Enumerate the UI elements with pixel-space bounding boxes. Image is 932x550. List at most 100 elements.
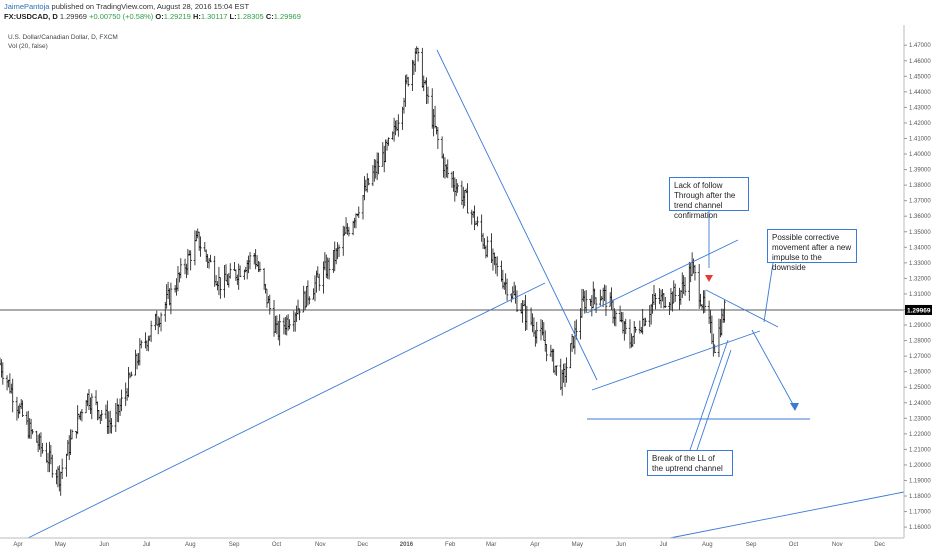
y-tick-label: 1.45000 [909,74,931,80]
ohlc-bar [703,290,707,313]
y-tick-label: 1.37000 [909,199,931,205]
ohlc-bar [559,358,563,391]
ohlc-bar [584,290,588,313]
ohlc-bar [341,225,345,256]
ohlc-bar [397,114,400,137]
ohlc-bar [689,262,693,283]
ohlc-bar [452,171,455,192]
ohlc-bar [323,252,327,271]
ohlc-bar [346,223,349,235]
ohlc-bar [440,136,444,159]
ohlc-bar [49,444,53,465]
x-tick-label: Dec [874,542,885,548]
annotation-break-pointer-b [696,349,732,451]
ohlc-bar [462,186,465,209]
ohlc-bar [573,320,577,355]
x-tick-label: Jun [99,542,109,548]
ohlc-bar [673,283,677,302]
ohlc-bar [332,250,335,273]
y-tick-label: 1.33000 [909,261,931,267]
ohlc-bar [8,373,12,394]
x-tick-label: May [572,542,583,548]
ohlc-bar [178,272,181,283]
ohlc-bar [125,388,129,401]
high-label: H: [192,11,201,21]
ohlc-bar [531,313,534,333]
ohlc-bar [610,287,613,311]
x-tick-label: Dec [357,542,368,548]
ohlc-bar [473,205,476,231]
ohlc-bar [502,281,506,290]
ohlc-bar [504,273,507,295]
y-tick-label: 1.43000 [909,105,931,111]
ohlc-bar [425,77,428,105]
x-tick-label: Oct [789,542,799,548]
ohlc-bar [217,267,221,296]
ohlc-bar [165,284,168,309]
ohlc-bar [336,242,339,260]
ohlc-bar [422,75,426,92]
author-link[interactable]: JaimePantoja [4,2,50,11]
ohlc-bar [155,310,159,326]
ohlc-bar [89,397,92,414]
legend-title: U.S. Dollar/Canadian Dollar, D, FXCM [8,34,118,41]
ohlc-bar [707,300,711,324]
y-tick-label: 1.31000 [909,292,931,298]
ohlc-bar [495,256,499,277]
x-tick-label: Jul [660,542,668,548]
annotation-possible-corrective[interactable]: Possible corrective movement after a new… [767,229,857,272]
ohlc-bar [118,398,122,416]
ohlc-bar [45,442,48,463]
y-tick-label: 1.41000 [909,136,931,142]
ohlc-bar [65,453,68,477]
y-tick-label: 1.44000 [909,90,931,96]
ohlc-bar [80,408,84,422]
ohlc-bar [652,285,656,306]
ohlc-bar [278,314,281,346]
long-uptrend-line [27,282,546,539]
annotation-break-of-ll[interactable]: Break of the LL of the uptrend channel [647,450,733,476]
ohlc-bar [436,126,440,149]
x-tick-label: Aug [185,542,196,548]
ohlc-bar [313,275,317,302]
volume-indicator-label[interactable]: Vol (20, false) [8,43,48,50]
ohlc-bar [712,333,715,357]
ohlc-bar [373,159,376,182]
open-label: O: [155,11,164,21]
publisher-line: JaimePantoja published on TradingView.co… [4,2,301,12]
ohlc-bar [106,400,109,434]
ohlc-bar [532,317,536,337]
ohlc-bar [648,305,652,327]
ohlc-bar [671,291,674,312]
y-tick-label: 1.26000 [909,370,931,376]
ohlc-bar [322,261,325,294]
ohlc-bar [344,217,348,235]
ohlc-bar [363,176,366,201]
ohlc-bar [463,190,467,207]
ohlc-bar [275,315,279,335]
ohlc-bar [286,314,290,331]
ohlc-bar [199,236,202,257]
ohlc-bar [333,241,337,272]
ohlc-bar [247,255,250,274]
ohlc-bar [11,378,15,413]
ohlc-bar [553,365,557,375]
ohlc-bar [713,344,717,354]
annotation-lack-of-follow-through[interactable]: Lack of follow Through after the trend c… [669,177,749,220]
x-tick-label: May [55,542,66,548]
ohlc-bar [245,260,249,280]
ohlc-bar [392,117,396,142]
ohlc-bar [272,300,276,337]
ohlc-bar [658,288,661,305]
ohlc-bar [276,320,280,341]
ohlc-bar [326,257,329,279]
ohlc-bar [238,265,242,278]
channel-upper-line [586,239,739,314]
ohlc-bar [306,280,310,306]
ohlc-bar [550,348,554,362]
y-tick-label: 1.25000 [909,385,931,391]
ohlc-bar [552,348,555,373]
ohlc-bar [710,315,714,345]
symbol-label: FX:USDCAD, D [4,11,58,21]
